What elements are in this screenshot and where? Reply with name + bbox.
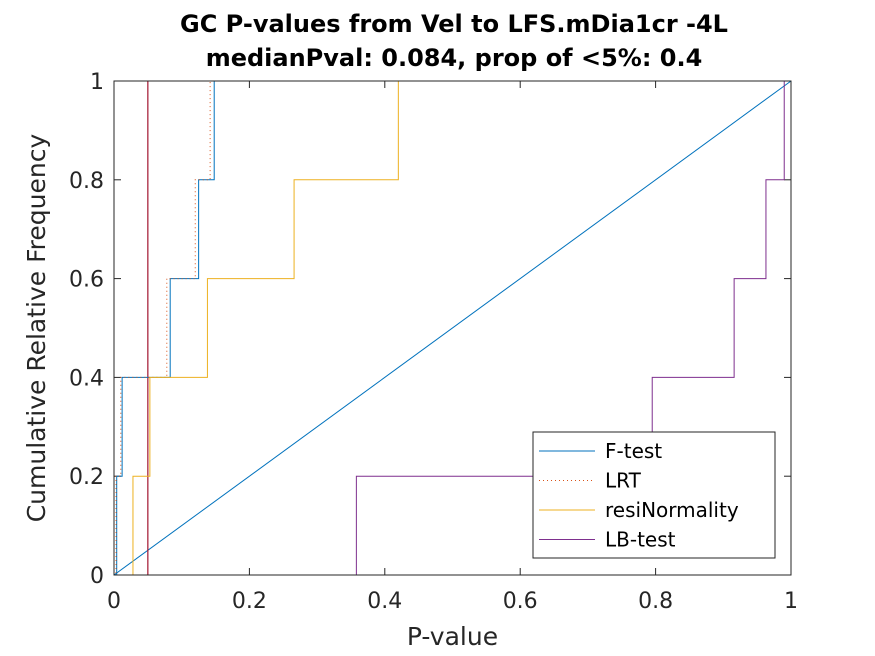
reference-diagonal-line xyxy=(113,80,792,576)
x-tick-label: 0.4 xyxy=(367,589,402,614)
legend-box xyxy=(532,431,776,559)
series-line-resinormality xyxy=(114,80,791,576)
chart-title-line-2: medianPval: 0.084, prop of <5%: 0.4 xyxy=(206,44,703,72)
x-tick-label: 0 xyxy=(107,589,121,614)
legend-label: LRT xyxy=(605,469,642,493)
y-tick-label: 0 xyxy=(90,564,104,589)
chart-title-line-1: GC P-values from Vel to LFS.mDia1cr -4L xyxy=(180,10,728,38)
reference-lines xyxy=(113,80,792,576)
x-tick-label: 0.2 xyxy=(232,589,267,614)
legend: F-test LRT resiNormality LB-test xyxy=(532,431,776,559)
y-tick-label: 0.8 xyxy=(69,169,104,194)
plot-frame xyxy=(113,80,792,576)
series-line-lrt xyxy=(114,80,791,576)
y-tick-label: 0.4 xyxy=(69,366,104,391)
x-axis-label: P-value xyxy=(407,622,498,651)
y-axis-label: Cumulative Relative Frequency xyxy=(22,134,51,523)
data-series xyxy=(114,80,791,576)
x-tick-label: 1 xyxy=(784,589,798,614)
x-tick-label: 0.6 xyxy=(503,589,538,614)
y-tick-label: 0.2 xyxy=(69,465,104,490)
x-tick-label: 0.8 xyxy=(638,589,673,614)
legend-label: F-test xyxy=(605,439,662,463)
legend-label: resiNormality xyxy=(605,498,739,522)
series-line-lb-test xyxy=(114,80,791,576)
legend-label: LB-test xyxy=(605,528,676,552)
y-tick-label: 0.6 xyxy=(69,268,104,293)
y-tick-label: 1 xyxy=(90,70,104,95)
axis-ticks: 0 0.2 0.4 0.6 0.8 1 0 0.2 0.4 0.6 0.8 1 xyxy=(69,70,798,614)
series-line-f-test xyxy=(114,80,791,576)
